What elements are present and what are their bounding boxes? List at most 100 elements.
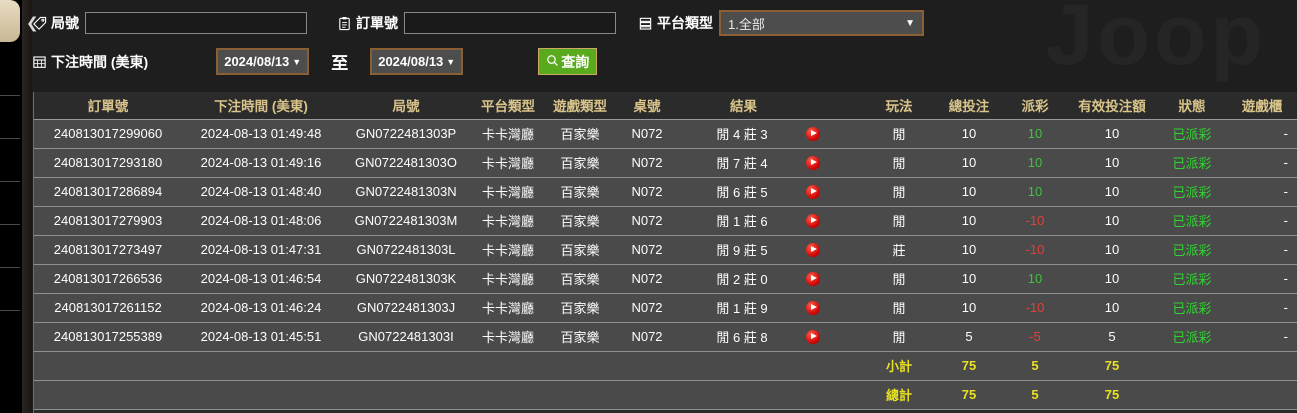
search-button[interactable]: 查詢 bbox=[538, 48, 598, 75]
col-round-no[interactable]: 局號 bbox=[340, 92, 472, 120]
rail-collapse-tab[interactable] bbox=[0, 0, 20, 42]
cell-order-no: 240813017261152 bbox=[34, 293, 182, 323]
play-icon[interactable] bbox=[806, 126, 820, 141]
cell-total-bet: 10 bbox=[934, 177, 1004, 207]
cell-total-bet: 10 bbox=[934, 293, 1004, 323]
cell-round-no: GN0722481303P bbox=[340, 119, 472, 149]
cell-payout: 10 bbox=[1004, 148, 1066, 178]
cell-payout: -10 bbox=[1004, 235, 1066, 265]
summary-status bbox=[1158, 380, 1226, 410]
table-row[interactable]: 240813017286894 2024-08-13 01:48:40 GN0722… bbox=[34, 177, 1297, 207]
rail-edge bbox=[22, 0, 32, 413]
cell-valid-bet: 10 bbox=[1066, 148, 1158, 178]
chevron-down-icon: ▼ bbox=[292, 56, 302, 67]
summary-label: 總計 bbox=[864, 380, 934, 410]
cell-order-no: 240813017293180 bbox=[34, 148, 182, 178]
result-text: 閒 7 莊 4 bbox=[716, 156, 768, 171]
cell-table-no: N072 bbox=[616, 119, 678, 149]
summary-valid-bet: 75 bbox=[1066, 351, 1158, 381]
cell-payout: -10 bbox=[1004, 206, 1066, 236]
summary-payout: 5 bbox=[1004, 380, 1066, 410]
cell-result: 閒 9 莊 5 bbox=[678, 235, 864, 265]
order-no-input[interactable] bbox=[404, 12, 616, 34]
cell-payout: -5 bbox=[1004, 322, 1066, 352]
play-icon[interactable] bbox=[806, 300, 820, 315]
cell-result: 閒 7 莊 4 bbox=[678, 148, 864, 178]
col-payout[interactable]: 派彩 bbox=[1004, 92, 1066, 120]
cell-machine: - bbox=[1226, 264, 1297, 294]
platform-type-label-text: 平台類型 bbox=[657, 15, 713, 31]
round-no-label-text: 局號 bbox=[51, 15, 79, 31]
summary-label: 小計 bbox=[864, 351, 934, 381]
cell-table-no: N072 bbox=[616, 177, 678, 207]
play-icon[interactable] bbox=[806, 242, 820, 257]
col-valid-bet[interactable]: 有效投注額 bbox=[1066, 92, 1158, 120]
play-icon[interactable] bbox=[806, 329, 820, 344]
cell-total-bet: 5 bbox=[934, 322, 1004, 352]
cell-payout: 10 bbox=[1004, 119, 1066, 149]
search-button-label: 查詢 bbox=[561, 53, 590, 70]
cell-order-no: 240813017286894 bbox=[34, 177, 182, 207]
cell-game-type: 百家樂 bbox=[544, 119, 616, 149]
play-icon[interactable] bbox=[806, 155, 820, 170]
col-order-no[interactable]: 訂單號 bbox=[34, 92, 182, 120]
play-icon[interactable] bbox=[806, 271, 820, 286]
cell-round-no: GN0722481303J bbox=[340, 293, 472, 323]
col-machine[interactable]: 遊戲櫃 bbox=[1226, 92, 1297, 120]
rail-divider bbox=[0, 181, 20, 182]
col-platform[interactable]: 平台類型 bbox=[472, 92, 544, 120]
cell-platform: 卡卡灣廳 bbox=[472, 177, 544, 207]
clipboard-icon bbox=[337, 16, 352, 31]
col-status[interactable]: 狀態 bbox=[1158, 92, 1226, 120]
table-row[interactable]: 240813017261152 2024-08-13 01:46:24 GN0722… bbox=[34, 293, 1297, 323]
bet-time-label: 下注時間 (美東) bbox=[32, 52, 148, 72]
cell-bet-time: 2024-08-13 01:48:06 bbox=[182, 206, 340, 236]
chevron-down-icon: ▼ bbox=[905, 17, 915, 29]
status-badge: 已派彩 bbox=[1158, 119, 1226, 149]
result-text: 閒 6 莊 8 bbox=[716, 330, 768, 345]
play-icon[interactable] bbox=[806, 213, 820, 228]
cell-machine: - bbox=[1226, 148, 1297, 178]
cell-order-no: 240813017279903 bbox=[34, 206, 182, 236]
col-table-no[interactable]: 桌號 bbox=[616, 92, 678, 120]
summary-total-bet: 75 bbox=[934, 380, 1004, 410]
cell-result: 閒 1 莊 6 bbox=[678, 206, 864, 236]
col-game-type[interactable]: 遊戲類型 bbox=[544, 92, 616, 120]
cell-bet-type: 閒 bbox=[864, 322, 934, 352]
platform-type-value: 1.全部 bbox=[728, 16, 765, 32]
cell-platform: 卡卡灣廳 bbox=[472, 235, 544, 265]
table-row[interactable]: 240813017255389 2024-08-13 01:45:51 GN0722… bbox=[34, 322, 1297, 352]
table-row[interactable]: 240813017273497 2024-08-13 01:47:31 GN0722… bbox=[34, 235, 1297, 265]
chevron-left-icon[interactable]: ❮ bbox=[26, 15, 39, 32]
col-bet-type[interactable]: 玩法 bbox=[864, 92, 934, 120]
status-badge: 已派彩 bbox=[1158, 148, 1226, 178]
cell-total-bet: 10 bbox=[934, 206, 1004, 236]
cell-total-bet: 10 bbox=[934, 264, 1004, 294]
cell-table-no: N072 bbox=[616, 148, 678, 178]
cell-bet-time: 2024-08-13 01:49:48 bbox=[182, 119, 340, 149]
table-row[interactable]: 240813017293180 2024-08-13 01:49:16 GN0722… bbox=[34, 148, 1297, 178]
cell-valid-bet: 10 bbox=[1066, 119, 1158, 149]
platform-type-select[interactable]: 1.全部 ▼ bbox=[719, 10, 924, 36]
col-total-bet[interactable]: 總投注 bbox=[934, 92, 1004, 120]
cell-round-no: GN0722481303O bbox=[340, 148, 472, 178]
table-row[interactable]: 240813017279903 2024-08-13 01:48:06 GN0722… bbox=[34, 206, 1297, 236]
col-bet-time[interactable]: 下注時間 (美東) bbox=[182, 92, 340, 120]
bet-time-to-picker[interactable]: 2024/08/13 ▼ bbox=[370, 48, 464, 75]
status-badge: 已派彩 bbox=[1158, 264, 1226, 294]
cell-order-no: 240813017299060 bbox=[34, 119, 182, 149]
cell-platform: 卡卡灣廳 bbox=[472, 148, 544, 178]
col-result[interactable]: 結果 bbox=[678, 92, 864, 120]
table-row[interactable]: 240813017299060 2024-08-13 01:49:48 GN0722… bbox=[34, 119, 1297, 149]
cell-table-no: N072 bbox=[616, 293, 678, 323]
calendar-icon bbox=[32, 54, 47, 69]
table-row[interactable]: 240813017266536 2024-08-13 01:46:54 GN0722… bbox=[34, 264, 1297, 294]
cell-table-no: N072 bbox=[616, 235, 678, 265]
cell-valid-bet: 10 bbox=[1066, 206, 1158, 236]
bet-time-from-picker[interactable]: 2024/08/13 ▼ bbox=[216, 48, 310, 75]
cell-total-bet: 10 bbox=[934, 148, 1004, 178]
cell-result: 閒 4 莊 3 bbox=[678, 119, 864, 149]
round-no-input[interactable] bbox=[85, 12, 307, 34]
play-icon[interactable] bbox=[806, 184, 820, 199]
